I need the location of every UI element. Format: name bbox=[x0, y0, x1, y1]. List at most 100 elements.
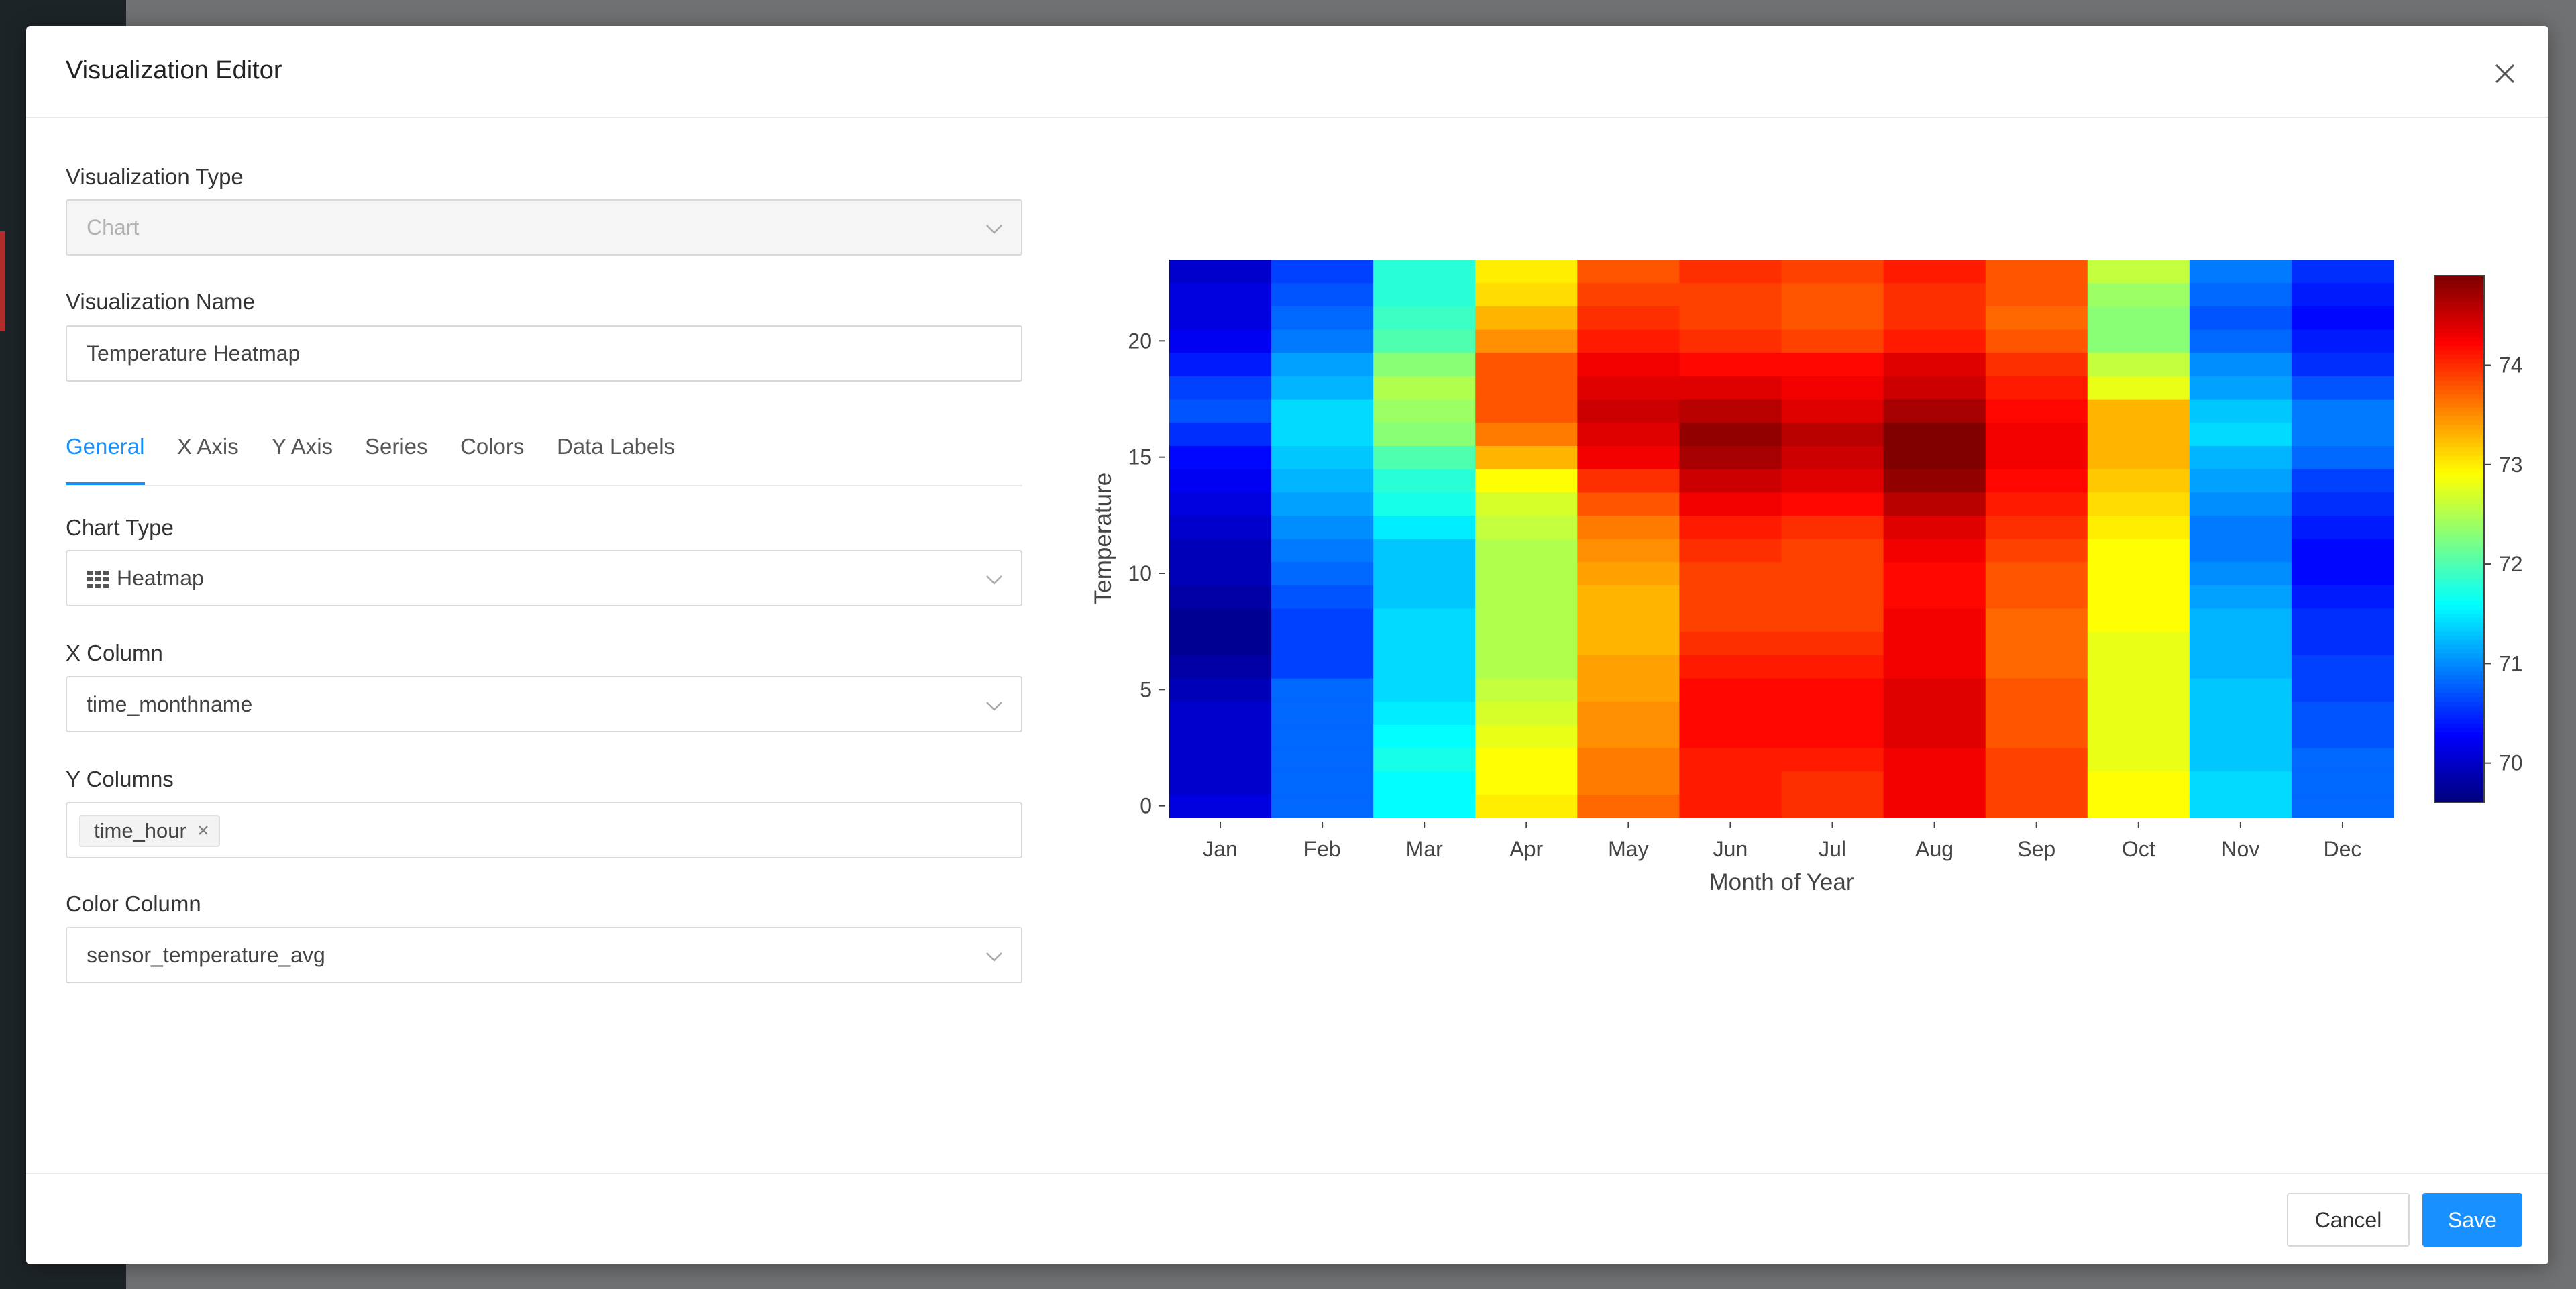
heatmap-cell bbox=[2291, 585, 2394, 609]
colorbar-segment bbox=[2434, 500, 2484, 505]
colorbar-segment bbox=[2434, 793, 2484, 799]
heatmap-cell bbox=[1169, 306, 1272, 330]
heatmap-cell bbox=[2189, 655, 2292, 679]
heatmap-cell bbox=[2291, 306, 2394, 330]
colorbar-segment bbox=[2434, 644, 2484, 650]
colorbar-segment bbox=[2434, 732, 2484, 738]
heatmap-cell bbox=[1679, 608, 1782, 632]
heatmap-cell bbox=[1475, 399, 1578, 423]
heatmap-cell bbox=[1883, 561, 1986, 585]
heatmap-cell bbox=[1985, 352, 2088, 376]
heatmap-cell bbox=[1169, 445, 1272, 469]
heatmap-cell bbox=[1883, 771, 1986, 795]
y-columns-select[interactable]: time_hour bbox=[66, 802, 1022, 858]
colorbar-segment bbox=[2434, 469, 2484, 474]
heatmap-cell bbox=[2087, 376, 2190, 400]
heatmap-cell bbox=[1373, 794, 1476, 818]
heatmap-cell bbox=[1883, 794, 1986, 818]
close-button[interactable] bbox=[2488, 57, 2522, 91]
heatmap-cell bbox=[1271, 445, 1374, 469]
cancel-button[interactable]: Cancel bbox=[2287, 1193, 2410, 1247]
heatmap-cell bbox=[1475, 771, 1578, 795]
heatmap-cell bbox=[2087, 515, 2190, 539]
heatmap-cell bbox=[1169, 794, 1272, 818]
colorbar-segment bbox=[2434, 350, 2484, 355]
colorbar-segment bbox=[2434, 512, 2484, 518]
colorbar-segment bbox=[2434, 464, 2484, 469]
heatmap-cell bbox=[1679, 631, 1782, 655]
heatmap-cell bbox=[1169, 655, 1272, 679]
heatmap-cell bbox=[1373, 492, 1476, 516]
colorbar-segment bbox=[2434, 759, 2484, 764]
heatmap-cell bbox=[1679, 306, 1782, 330]
tab-series[interactable]: Series bbox=[365, 434, 428, 459]
heatmap-cell bbox=[2189, 585, 2292, 609]
heatmap-cell bbox=[1271, 539, 1374, 563]
color-column-select[interactable]: sensor_temperature_avg bbox=[66, 927, 1022, 983]
heatmap-cell bbox=[1373, 724, 1476, 748]
colorbar-segment bbox=[2434, 284, 2484, 290]
heatmap-cell bbox=[1475, 631, 1578, 655]
colorbar-segment bbox=[2434, 622, 2484, 628]
heatmap-cell bbox=[1475, 561, 1578, 585]
heatmap-cell bbox=[1271, 282, 1374, 306]
colorbar-segment bbox=[2434, 745, 2484, 751]
heatmap-cell bbox=[2291, 608, 2394, 632]
heatmap-cell bbox=[1373, 655, 1476, 679]
colorbar-segment bbox=[2434, 614, 2484, 619]
heatmap-cell bbox=[1985, 260, 2088, 284]
heatmap-cell bbox=[1271, 515, 1374, 539]
heatmap-cell bbox=[2189, 445, 2292, 469]
colorbar-segment bbox=[2434, 412, 2484, 417]
colorbar-segment bbox=[2434, 741, 2484, 746]
heatmap-cell bbox=[2087, 306, 2190, 330]
heatmap-cell bbox=[2291, 655, 2394, 679]
heatmap-cell bbox=[1577, 631, 1680, 655]
heatmap-cell bbox=[1271, 561, 1374, 585]
x-tick-label: May bbox=[1608, 837, 1648, 861]
heatmap-cell bbox=[1169, 539, 1272, 563]
heatmap-cell bbox=[2291, 561, 2394, 585]
tab-general[interactable]: General bbox=[66, 434, 145, 459]
save-button[interactable]: Save bbox=[2422, 1193, 2522, 1247]
colorbar-segment bbox=[2434, 341, 2484, 347]
x-column-select[interactable]: time_monthname bbox=[66, 676, 1022, 732]
colorbar-segment bbox=[2434, 429, 2484, 435]
colorbar-segment bbox=[2434, 333, 2484, 338]
heatmap-cell bbox=[2087, 794, 2190, 818]
tab-colors[interactable]: Colors bbox=[460, 434, 525, 459]
x-tick-label: Oct bbox=[2122, 837, 2155, 861]
heatmap-cell bbox=[1373, 585, 1476, 609]
heatmap-cell bbox=[1373, 561, 1476, 585]
viz-name-input[interactable]: Temperature Heatmap bbox=[66, 325, 1022, 382]
visualization-editor-modal: Visualization Editor Visualization Type … bbox=[26, 26, 2548, 1264]
chart-type-select[interactable]: Heatmap bbox=[66, 550, 1022, 606]
viz-type-select[interactable]: Chart bbox=[66, 199, 1022, 256]
colorbar-segment bbox=[2434, 385, 2484, 391]
tab-x-axis[interactable]: X Axis bbox=[177, 434, 239, 459]
close-icon[interactable] bbox=[196, 823, 211, 838]
heatmap-cell bbox=[2189, 539, 2292, 563]
colorbar-segment bbox=[2434, 754, 2484, 760]
colorbar-segment bbox=[2434, 781, 2484, 786]
heatmap-cell bbox=[1271, 678, 1374, 702]
heatmap-cell bbox=[2189, 701, 2292, 725]
color-column-value: sensor_temperature_avg bbox=[87, 943, 325, 967]
heatmap-cell bbox=[1985, 329, 2088, 353]
heatmap-cell bbox=[1781, 608, 1884, 632]
colorbar-tick-label: 74 bbox=[2499, 353, 2523, 377]
chart-type-label: Chart Type bbox=[66, 515, 174, 540]
colorbar-segment bbox=[2434, 482, 2484, 488]
chevron-down-icon bbox=[986, 575, 1002, 585]
heatmap-cell bbox=[1577, 422, 1680, 446]
heatmap-cell bbox=[1577, 794, 1680, 818]
tab-y-axis[interactable]: Y Axis bbox=[272, 434, 333, 459]
heatmap-cell bbox=[1577, 492, 1680, 516]
tab-data-labels[interactable]: Data Labels bbox=[557, 434, 676, 459]
colorbar-segment bbox=[2434, 684, 2484, 689]
colorbar-segment bbox=[2434, 421, 2484, 426]
heatmap-cell bbox=[1679, 748, 1782, 772]
heatmap-cell bbox=[1577, 399, 1680, 423]
colorbar-segment bbox=[2434, 662, 2484, 667]
colorbar-segment bbox=[2434, 311, 2484, 316]
